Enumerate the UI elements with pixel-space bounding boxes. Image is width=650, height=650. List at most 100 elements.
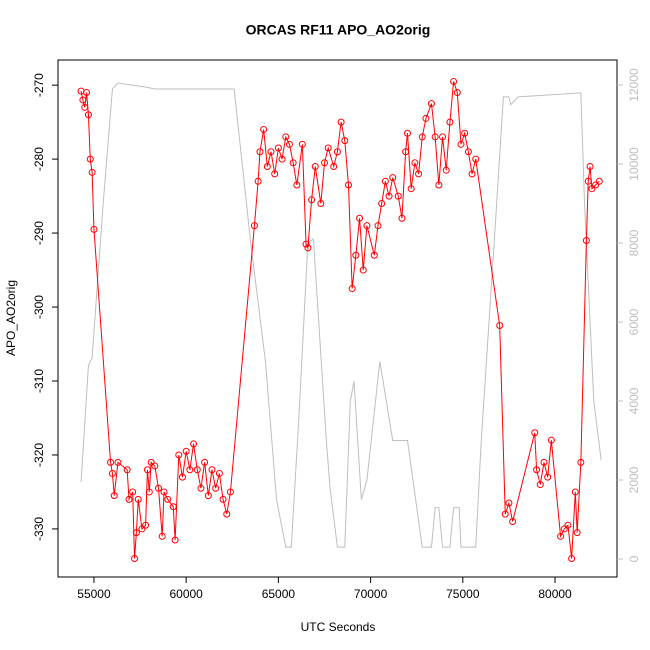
point [311,163,319,171]
point [215,469,223,477]
x-tick-label: 65000 [262,587,296,601]
point [337,118,345,126]
point [256,148,264,156]
point [175,451,183,459]
point [427,100,435,108]
point [352,251,360,259]
point [464,148,472,156]
point [568,555,576,563]
point [320,159,328,167]
y-tick-label: -310 [32,369,46,393]
point [472,155,480,163]
y-tick-label: -320 [32,443,46,467]
y-tick-label: -280 [32,147,46,171]
point [131,555,139,563]
point [461,129,469,137]
point [282,133,290,141]
point [155,484,163,492]
point [186,466,194,474]
y2-tick-label: 4000 [627,387,641,414]
point [178,473,186,481]
point [317,199,325,207]
point [359,266,367,274]
chart-title: ORCAS RF11 APO_AO2orig [246,22,431,38]
point [418,133,426,141]
point [344,181,352,189]
series-line [80,82,602,548]
point [285,140,293,148]
point [145,488,153,496]
point [164,495,172,503]
series-line [80,81,600,559]
point [308,196,316,204]
point [274,144,282,152]
point [158,532,166,540]
y-tick-label: -270 [32,73,46,97]
point [422,114,430,122]
point [169,503,177,511]
point [341,137,349,145]
point [271,170,279,178]
x-axis-label: UTC Seconds [301,620,376,634]
point [151,462,159,470]
point [453,89,461,97]
point [586,163,594,171]
point [564,521,572,529]
point [171,536,179,544]
point [263,163,271,171]
y2-tick-label: 10000 [627,147,641,181]
point [110,492,118,500]
point [536,481,544,489]
y-axis-label: APO_AO2orig [4,280,18,356]
point [435,181,443,189]
point [403,129,411,137]
point [398,214,406,222]
point [138,525,146,533]
point [389,174,397,182]
point [190,440,198,448]
point [415,170,423,178]
y2-tick-label: 6000 [627,308,641,335]
point [582,236,590,244]
point [267,148,275,156]
point [540,458,548,466]
point [81,103,89,111]
point [509,518,517,526]
point [573,529,581,537]
point [86,155,94,163]
point [143,466,151,474]
point [289,159,297,167]
y-tick-label: -300 [32,295,46,319]
point [182,447,190,455]
point [330,163,338,171]
point [595,177,603,185]
x-tick-label: 55000 [77,587,111,601]
point [208,466,216,474]
point [588,185,596,193]
point [592,181,600,189]
point [560,525,568,533]
point [226,488,234,496]
point [501,510,509,518]
y2-tick-label: 8000 [627,229,641,256]
y-tick-label: -290 [32,221,46,245]
point [293,181,301,189]
point [402,148,410,156]
plot-frame [57,59,618,578]
x-tick-label: 75000 [446,587,480,601]
point [446,118,454,126]
point [134,495,142,503]
point [254,177,262,185]
point [160,488,168,496]
point [468,170,476,178]
x-tick-label: 70000 [354,587,388,601]
point [348,285,356,293]
point [201,458,209,466]
y2-tick-label: 2000 [627,466,641,493]
point [374,222,382,230]
point [333,148,341,156]
point [147,458,155,466]
point [90,225,98,233]
y-tick-label: -330 [32,517,46,541]
